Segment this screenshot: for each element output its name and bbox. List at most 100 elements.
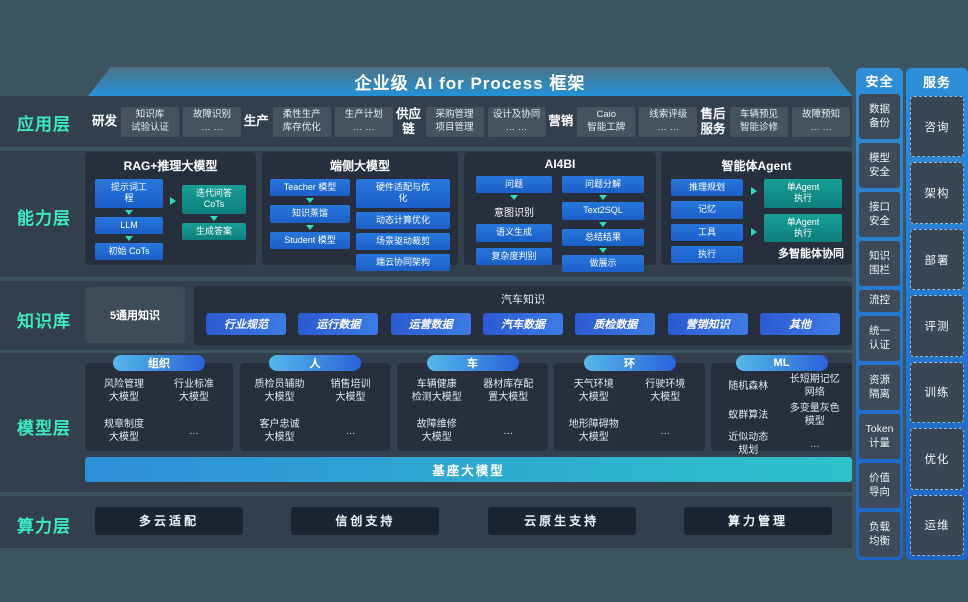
model-cell: 销售培训 大模型: [330, 379, 371, 403]
arrow-down-icon: [599, 221, 607, 227]
agent-module: 执行: [671, 245, 743, 263]
agent-module: 工具: [671, 223, 743, 241]
app-item-box: 线索评级 … …: [639, 106, 698, 137]
edge-feature: 动态计算优化: [356, 211, 450, 229]
service-item: 运维: [910, 494, 964, 556]
knowledge-item: 运营数据: [390, 313, 471, 335]
app-item-box: 采购管理 项目管理: [425, 106, 484, 137]
compute-item: 算力管理: [683, 506, 832, 535]
automotive-knowledge-title: 汽车知识: [501, 294, 545, 306]
ai4bi-step: Text2SQL: [562, 202, 644, 220]
knowledge-item: 质检数据: [575, 313, 656, 335]
security-item: 接口 安全: [859, 192, 900, 237]
ai4bi-step: 复杂度判别: [476, 247, 552, 265]
model-cell: …: [345, 425, 356, 437]
layer-label-capability: 能力层: [17, 209, 71, 228]
app-group-label: 售后服务: [700, 107, 726, 136]
rag-step: LLM: [95, 216, 163, 234]
model-cell: …: [809, 438, 820, 450]
service-item: 评测: [910, 295, 964, 357]
security-item: Token 计量: [859, 414, 900, 459]
ai4bi-step: 做展示: [562, 254, 644, 272]
compute-layer-row: 多云适配 信创支持 云原生支持 算力管理: [95, 506, 832, 535]
service-column: 服务 咨询 架构 部署 评测 训练 优化 运维: [906, 68, 968, 560]
app-item-box: 车辆预见 智能诊修: [729, 106, 788, 137]
rag-step-teal: 生成答案: [182, 222, 246, 240]
model-group-environment: 环 天气环境 大模型 行驶环境 大模型 地形障碍物 大模型 …: [554, 355, 705, 451]
model-cell: 天气环境 大模型: [573, 379, 614, 403]
arrow-down-icon: [599, 247, 607, 253]
agent-module: 记忆: [671, 201, 743, 219]
model-cell: 行驶环境 大模型: [645, 379, 686, 403]
arrow-right-icon: [169, 197, 176, 205]
layer-label-compute: 算力层: [17, 517, 71, 536]
security-item: 数据 备份: [859, 94, 900, 139]
banner-title: 企业级 AI for Process 框架: [88, 67, 852, 96]
panel-agent: 智能体Agent 推理规划 记忆 工具 执行 单Agent 执行 单Agent …: [661, 152, 852, 265]
panel-title: AI4BI: [544, 157, 576, 171]
model-group-pill: 环: [583, 355, 676, 371]
panel-title: 端侧大模型: [329, 159, 390, 173]
panel-rag-reasoning: RAG+推理大模型 提示词工 程 LLM 初始 CoTs 迭代问答 CoTs 生…: [85, 152, 256, 265]
model-group-pill: ML: [735, 355, 828, 371]
model-group-pill: 车: [426, 355, 519, 371]
app-group-label: 营销: [548, 114, 574, 129]
edge-feature: 端云协同架构: [356, 254, 450, 272]
model-cell: 蚁群算法: [728, 409, 769, 421]
service-item: 训练: [910, 361, 964, 424]
model-group-people: 人 质检员辅助 大模型 销售培训 大模型 客户忠诚 大模型 …: [240, 355, 390, 451]
security-item: 模型 安全: [859, 143, 900, 188]
arrow-down-icon: [306, 224, 314, 230]
model-cell: …: [660, 425, 671, 437]
edge-feature: 场景驱动裁剪: [356, 232, 450, 250]
model-group-organization: 组织 风险管理 大模型 行业标准 大模型 规章制度 大模型 …: [85, 355, 233, 451]
knowledge-item: 运行数据: [298, 313, 379, 335]
service-item: 部署: [910, 228, 964, 291]
agent-module: 推理规划: [671, 179, 743, 197]
foundation-model-bar: 基座大模型: [85, 457, 852, 482]
app-group-rd: 研发 知识库 试验认证 故障识别 … …: [92, 106, 242, 137]
knowledge-item: 其他: [759, 313, 840, 335]
rag-step-teal: 迭代问答 CoTs: [182, 185, 246, 214]
app-item-box: 故障识别 … …: [183, 106, 242, 137]
rag-step: 初始 CoTs: [95, 242, 163, 260]
model-cell: 器材库存配 置大模型: [483, 379, 534, 403]
model-group-pill: 人: [269, 355, 361, 371]
app-group-label: 生产: [243, 114, 269, 129]
security-column-header: 安全: [865, 74, 894, 89]
service-item: 优化: [910, 428, 964, 490]
knowledge-item: 营销知识: [667, 313, 748, 335]
app-group-aftersales: 售后服务 车辆预见 智能诊修 故障预知 … …: [700, 106, 850, 137]
multi-agent-note: 多智能体协同: [778, 248, 844, 260]
ai4bi-step: 问题分解: [562, 176, 644, 194]
security-item: 知识 围栏: [859, 241, 900, 286]
agent-exec-box: 单Agent 执行: [764, 179, 842, 208]
compute-item: 信创支持: [291, 506, 440, 535]
service-item: 咨询: [910, 96, 964, 158]
ai4bi-step: 总结结果: [562, 228, 644, 246]
ai4bi-step-text: 意图识别: [494, 208, 534, 220]
edge-step: Student 模型: [270, 231, 350, 249]
model-cell: …: [503, 425, 514, 437]
service-item: 架构: [910, 162, 964, 224]
app-group-production: 生产 柔性生产 库存优化 生产计划 … …: [243, 106, 393, 137]
security-item: 负载 均衡: [859, 512, 900, 557]
security-item: 资源 隔离: [859, 365, 900, 410]
app-item-box: 故障预知 … …: [791, 106, 850, 137]
arrow-right-icon: [750, 186, 757, 195]
app-item-box: 生产计划 … …: [334, 106, 393, 137]
ai4bi-step: 语义生成: [476, 224, 552, 242]
arrow-down-icon: [210, 215, 218, 221]
security-column: 安全 数据 备份 模型 安全 接口 安全 知识 围栏 流控 统一 认证 资源 隔…: [856, 68, 903, 560]
app-group-marketing: 营销 Caio 智能工牌 线索评级 … …: [548, 106, 698, 137]
knowledge-item: 汽车数据: [482, 313, 563, 335]
arrow-right-icon: [750, 227, 757, 236]
model-cell: 地形障碍物 大模型: [568, 419, 619, 443]
model-cell: 近似动态 规划: [728, 432, 769, 456]
arrow-down-icon: [125, 235, 133, 241]
model-cell: 行业标准 大模型: [174, 379, 214, 403]
arrow-down-icon: [125, 209, 133, 215]
panel-title: 智能体Agent: [721, 159, 792, 173]
edge-feature: 硬件适配与优 化: [356, 179, 450, 208]
model-group-pill: 组织: [113, 355, 205, 371]
